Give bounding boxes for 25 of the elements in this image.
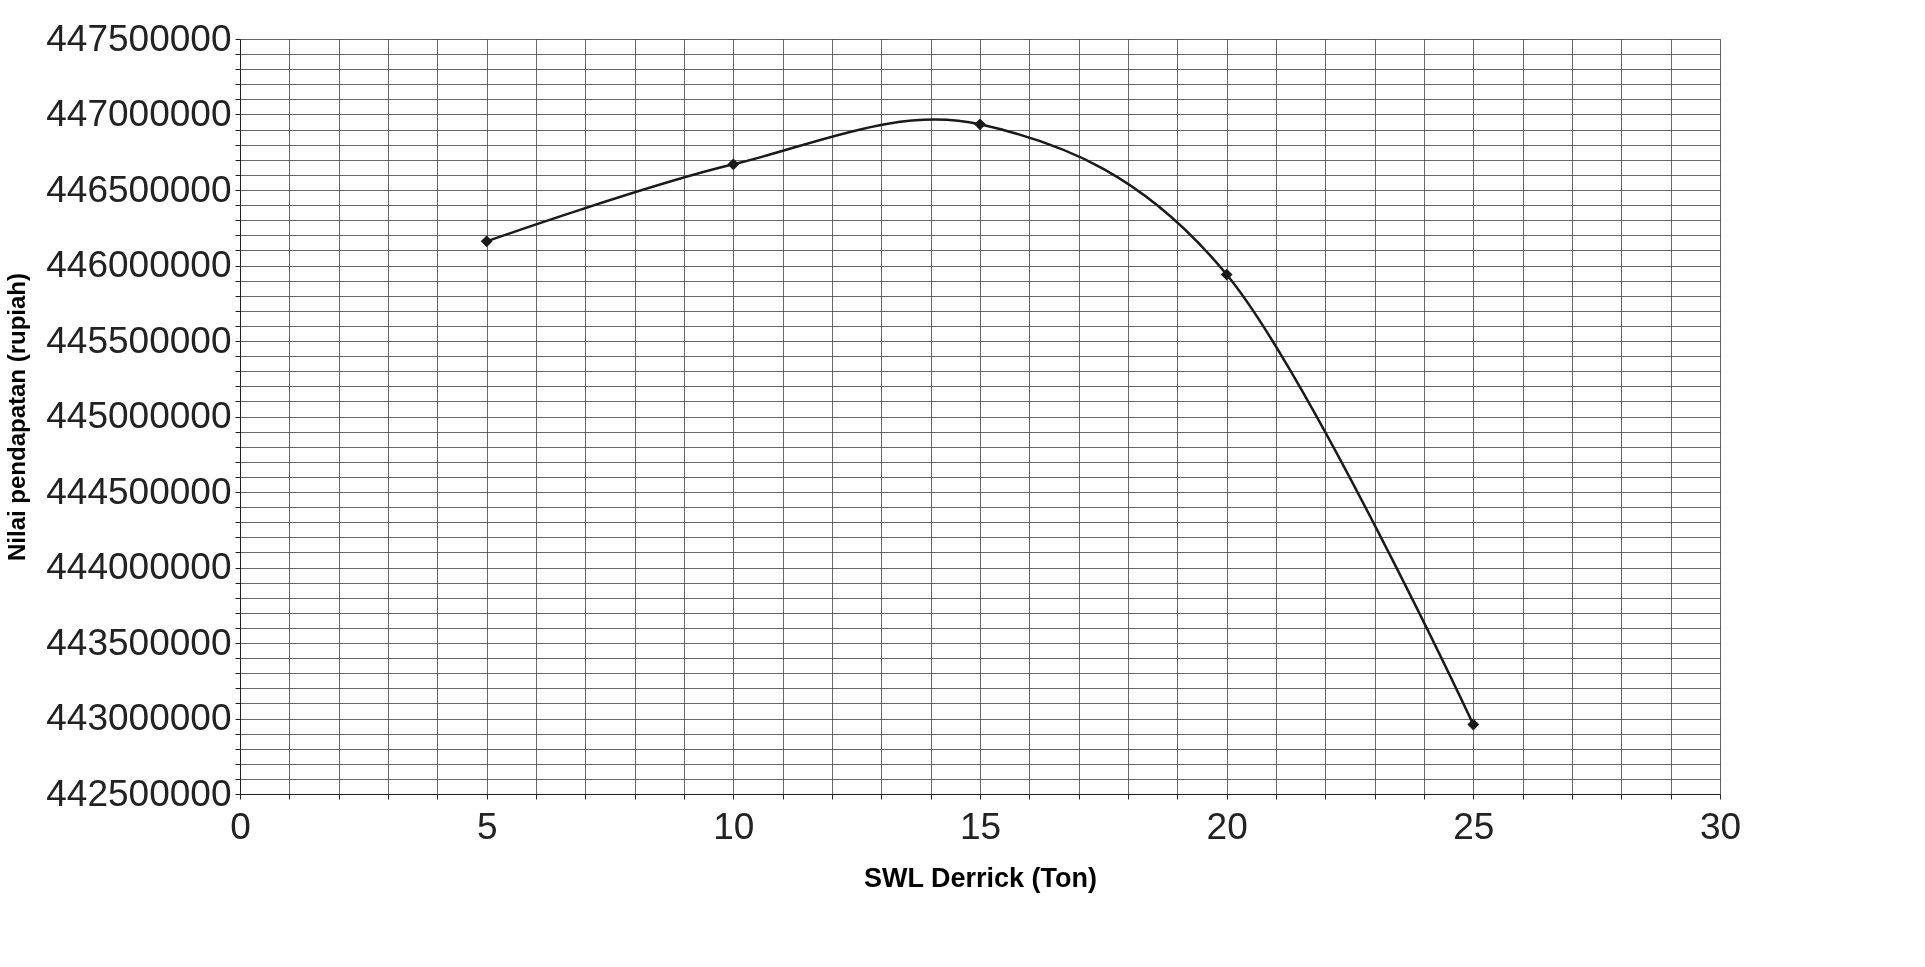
x-tick-label: 5 <box>476 805 498 847</box>
point <box>480 235 493 248</box>
y-axis-title: Nilai pendapatan (rupiah) <box>3 272 31 562</box>
x-tick-label: 0 <box>230 805 251 847</box>
x-tick-label: 30 <box>1699 805 1742 847</box>
point <box>1467 718 1480 731</box>
x-axis-title: SWL Derrick (Ton) <box>863 862 1098 893</box>
x-tick-label: 25 <box>1453 805 1495 847</box>
point <box>727 158 740 171</box>
y-tick-label: 445500000 <box>46 319 232 361</box>
y-tick-label: 445000000 <box>46 395 232 436</box>
x-tick-label: 20 <box>1206 805 1248 847</box>
x-tick-label: 10 <box>713 805 755 847</box>
y-tick-label: 447000000 <box>46 93 232 134</box>
y-tick-label: 443000000 <box>46 697 232 738</box>
y-tick-label: 444000000 <box>46 546 232 587</box>
y-tick-label: 446500000 <box>46 168 232 210</box>
y-tick-label: 442500000 <box>46 772 232 814</box>
y-tick-label: 443500000 <box>46 621 232 663</box>
x-tick-label: 15 <box>959 805 1002 847</box>
y-tick-label: 444500000 <box>46 470 232 512</box>
y-tick-label: 446000000 <box>46 244 232 285</box>
point <box>1220 268 1233 281</box>
y-tick-label: 447500000 <box>46 17 232 59</box>
point <box>974 118 986 131</box>
